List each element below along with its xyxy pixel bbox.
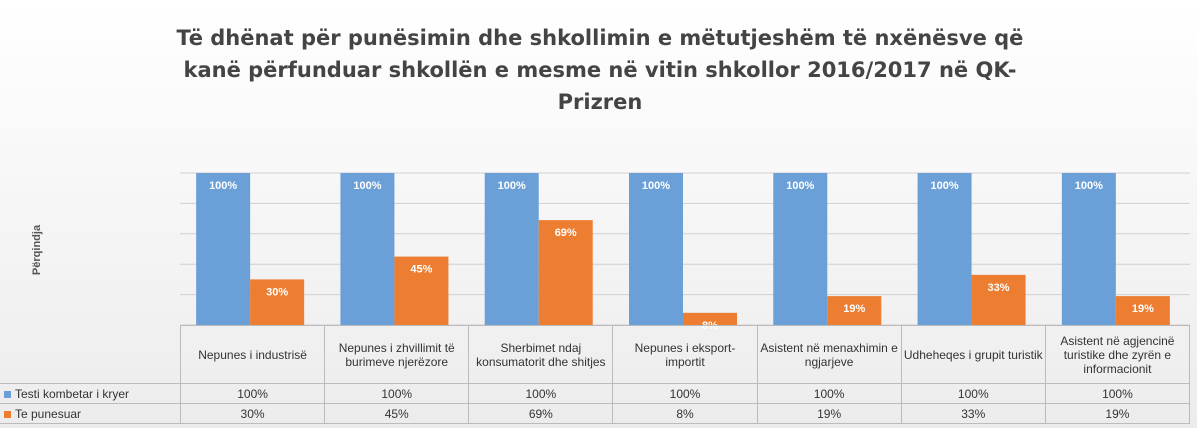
data-label: 100%	[353, 180, 381, 192]
data-label: 30%	[266, 286, 288, 298]
category-label: Nepunes i industrisë	[179, 325, 326, 384]
data-label: 100%	[498, 180, 526, 192]
table-value: 100%	[612, 383, 758, 404]
bar	[827, 296, 882, 325]
category-label: Asistent në agjencinë turistike dhe zyrë…	[1044, 325, 1191, 384]
table-value: 45%	[324, 403, 470, 424]
table-value: 8%	[612, 403, 758, 424]
category-label: Sherbimet ndaj konsumatorit dhe shitjes	[468, 325, 614, 384]
table-row: Testi kombetar i kryer 100% 100% 100% 100% 10…	[0, 383, 1191, 404]
data-label: 100%	[786, 180, 814, 192]
bar	[1115, 296, 1170, 325]
data-table: Nepunes i industrisë Nepunes i zhvillimit…	[0, 325, 1191, 424]
bar	[340, 173, 395, 325]
category-label: Nepunes i eksport-importit	[612, 325, 758, 384]
table-value: 100%	[756, 383, 902, 404]
data-label: 100%	[642, 180, 670, 192]
legend-label: Testi kombetar i kryer	[15, 386, 130, 401]
bar	[394, 256, 449, 325]
category-label: Asistent në menaxhimin e ngjarjeve	[756, 325, 902, 384]
bar	[773, 173, 828, 325]
bar	[250, 279, 305, 325]
table-value: 19%	[756, 403, 902, 424]
table-value: 100%	[179, 383, 326, 404]
legend-label: Te punesuar	[15, 406, 82, 421]
table-row: Te punesuar 30% 45% 69% 8% 19% 33% 19%	[0, 403, 1191, 424]
data-label: 100%	[931, 180, 959, 192]
legend-key	[4, 410, 11, 418]
bar	[683, 312, 737, 325]
table-value: 19%	[1044, 403, 1191, 424]
data-label: 45%	[410, 264, 432, 276]
data-label: 33%	[988, 282, 1010, 294]
table-corner	[0, 325, 181, 384]
bar	[971, 274, 1026, 325]
legend-entry: Testi kombetar i kryer	[0, 383, 181, 404]
table-value: 100%	[1044, 383, 1191, 404]
bar	[917, 173, 972, 325]
data-label: 19%	[1132, 303, 1154, 315]
data-label: 69%	[555, 227, 577, 239]
data-label: 19%	[843, 303, 865, 315]
chart-title: Të dhënat për punësimin dhe shkollimin e…	[176, 26, 1024, 114]
table-value: 30%	[179, 403, 326, 424]
legend-entry: Te punesuar	[0, 403, 181, 424]
bar	[629, 173, 683, 325]
bar	[484, 173, 539, 325]
bar	[538, 220, 593, 325]
table-header-row: Nepunes i industrisë Nepunes i zhvillimit…	[0, 325, 1191, 384]
table-value: 100%	[468, 383, 614, 404]
table-value: 69%	[468, 403, 614, 424]
table-value: 33%	[900, 403, 1046, 424]
table-value: 100%	[900, 383, 1046, 404]
category-label: Nepunes i zhvillimit të burimeve njerëzo…	[324, 325, 470, 384]
table-value: 100%	[324, 383, 470, 404]
y-axis-label: Përqindja	[31, 224, 43, 275]
legend-key	[4, 390, 11, 398]
category-label: Udheheqes i grupit turistik	[900, 325, 1046, 384]
data-label: 100%	[1075, 180, 1103, 192]
bar	[1061, 173, 1116, 325]
data-label: 100%	[209, 180, 237, 192]
bar	[196, 173, 251, 325]
